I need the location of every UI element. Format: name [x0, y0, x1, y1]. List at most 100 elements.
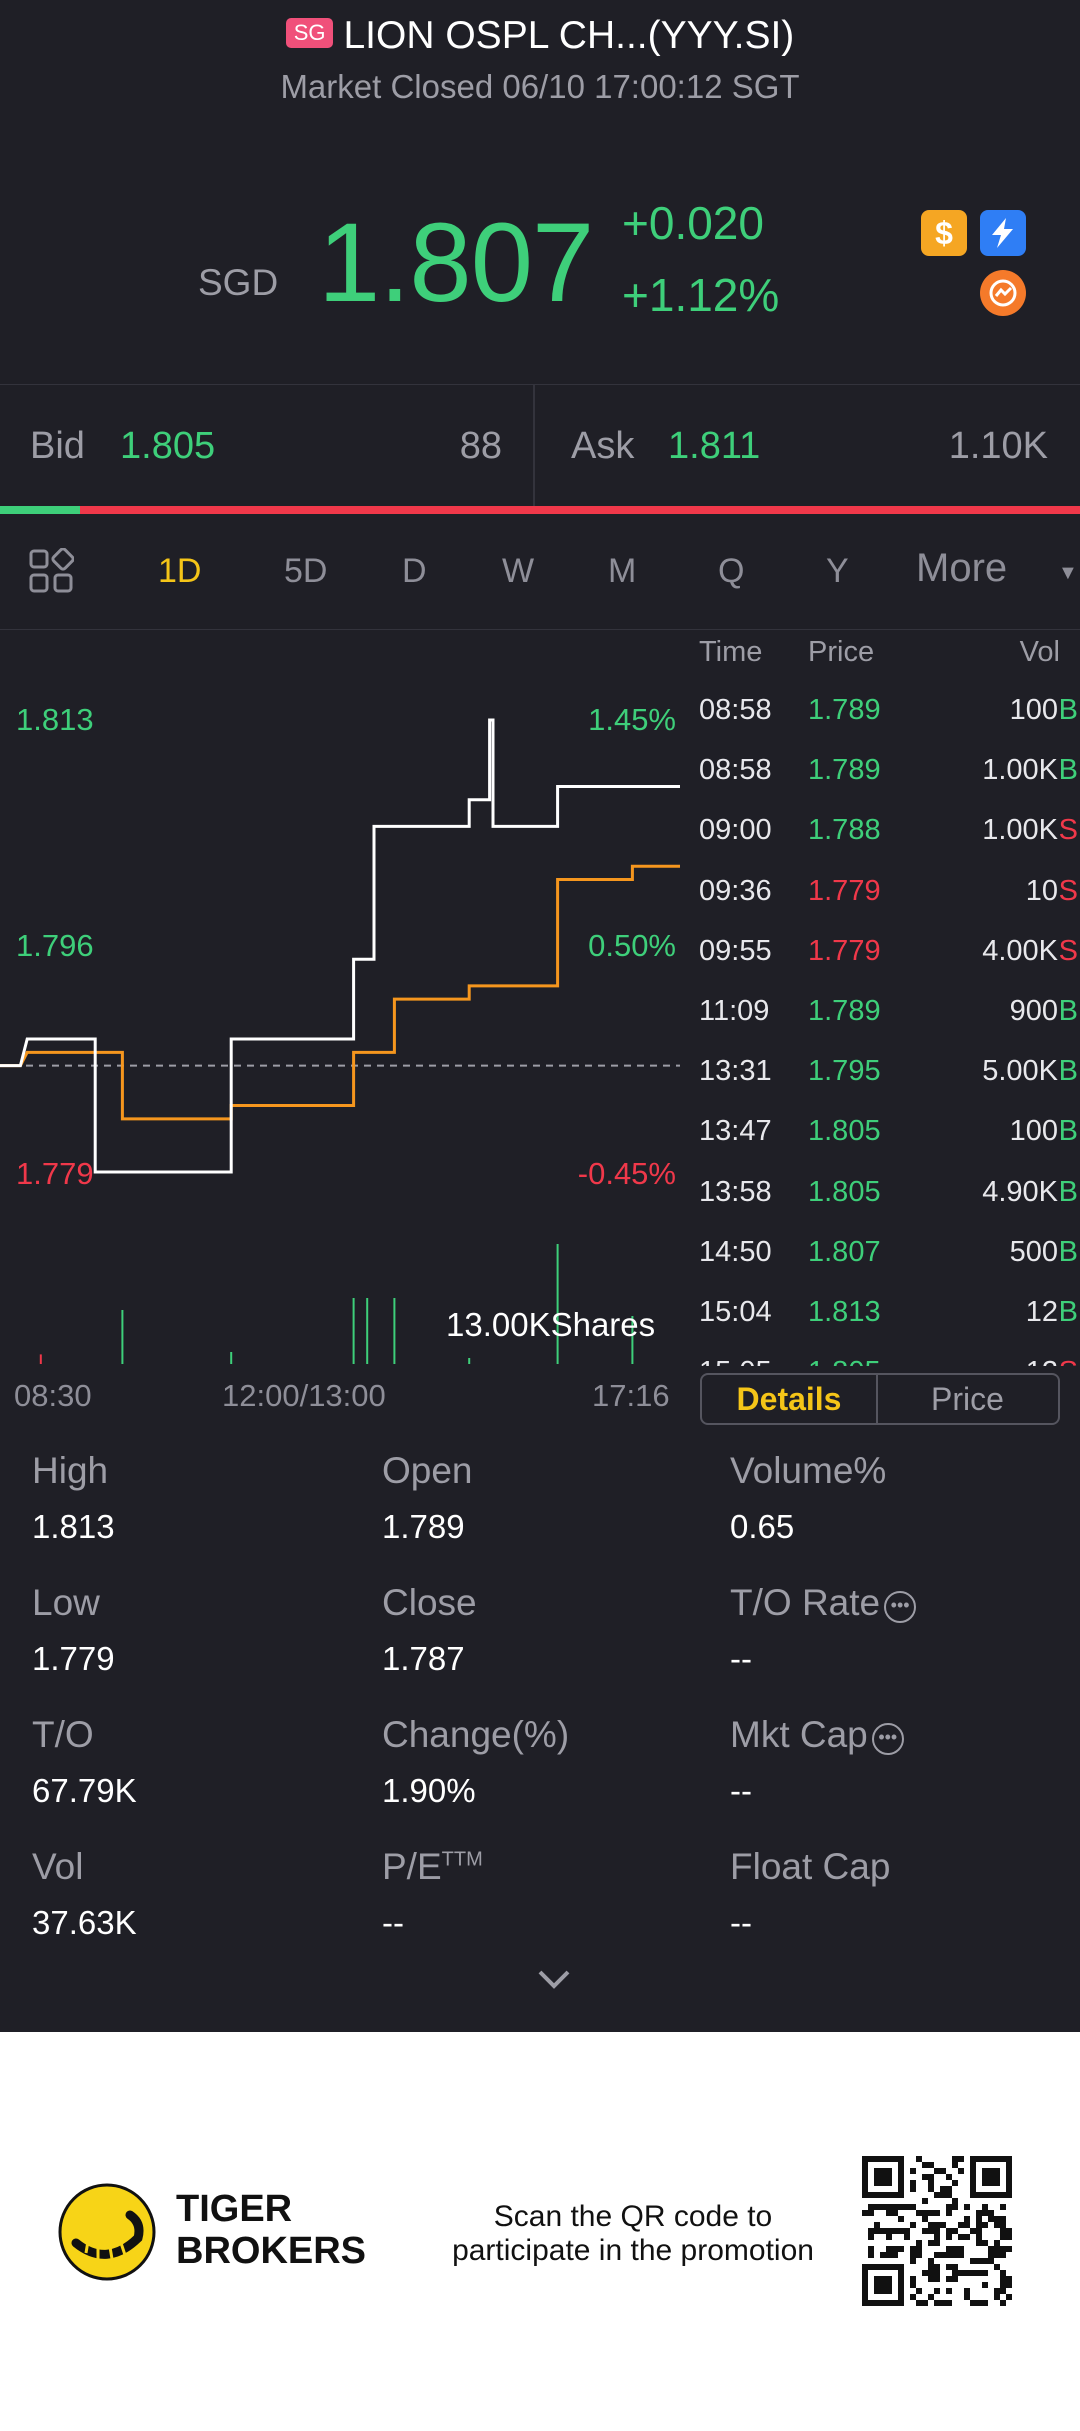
- stat-torate: --: [730, 1640, 752, 1677]
- exchange-icon[interactable]: [980, 270, 1026, 316]
- ask-size: 1.10K: [948, 425, 1048, 467]
- stat-to-label: T/O: [32, 1714, 94, 1755]
- tick-side: S: [1058, 814, 1078, 847]
- tick-side: B: [1058, 1235, 1078, 1268]
- details-tab[interactable]: Details: [700, 1373, 878, 1425]
- stat-floatcap: --: [730, 1904, 752, 1941]
- tick-row: 15:04 1.813 12 B: [690, 1292, 1080, 1352]
- y-label-mid: 1.796: [16, 928, 94, 963]
- tick-volume: 100: [1009, 694, 1058, 726]
- price-line: [0, 718, 680, 1174]
- tab-q[interactable]: Q: [718, 552, 745, 590]
- stat-pe-text: P/E: [382, 1846, 442, 1887]
- brand-name-line2: BROKERS: [176, 2230, 367, 2272]
- period-tabs: [0, 514, 1080, 630]
- tick-row: 09:00 1.788 1.00K S: [690, 810, 1080, 870]
- tick-price: 1.795: [808, 1055, 881, 1088]
- more-info-icon[interactable]: •••: [884, 1591, 917, 1623]
- tick-side: B: [1058, 1175, 1078, 1208]
- divider: [533, 384, 535, 506]
- ask-ratio-bar: [79, 506, 1080, 514]
- tab-d[interactable]: D: [402, 552, 427, 590]
- tick-row: 15:05 1.805 12S: [690, 1352, 1080, 1366]
- stat-vol-label: Vol: [32, 1846, 84, 1887]
- tick-time: 13:47: [699, 1115, 772, 1148]
- price-change-pct: +1.12%: [622, 269, 780, 321]
- currency-label: SGD: [198, 262, 279, 303]
- tab-more[interactable]: More: [916, 546, 1008, 590]
- tick-time: 08:58: [699, 694, 772, 726]
- flash-icon[interactable]: [980, 210, 1026, 256]
- brand-name-line1: TIGER: [176, 2188, 293, 2230]
- pct-label-low: -0.45%: [577, 1156, 676, 1191]
- stat-pe-label: P/ETTM: [382, 1846, 483, 1888]
- tick-side: B: [1058, 995, 1078, 1027]
- stat-volpct: 0.65: [730, 1508, 795, 1545]
- tab-m[interactable]: M: [608, 552, 637, 590]
- tick-volume: 500: [1009, 1235, 1058, 1268]
- stat-mktcap-text: Mkt Cap: [730, 1714, 868, 1755]
- stat-close-label: Close: [382, 1582, 477, 1623]
- tick-price: 1.805: [808, 1115, 881, 1148]
- tick-price: 1.807: [808, 1235, 881, 1268]
- tick-time: 13:58: [699, 1175, 772, 1208]
- stat-torate-label: T/O Rate •••: [730, 1582, 917, 1624]
- more-info-icon[interactable]: •••: [871, 1723, 904, 1755]
- stat-floatcap-label: Float Cap: [730, 1846, 891, 1887]
- tick-volume: 1.00K: [982, 754, 1058, 787]
- tick-price: 1.779: [808, 934, 881, 967]
- tick-price: 1.805: [808, 1175, 881, 1208]
- x-label-mid: 12:00/13:00: [222, 1378, 386, 1413]
- tick-price: 1.789: [808, 995, 881, 1027]
- tick-row: 08:58 1.789 1.00K B: [690, 750, 1080, 810]
- stat-pe: --: [382, 1904, 404, 1941]
- tick-time: 09:00: [699, 814, 772, 847]
- dollar-icon[interactable]: $: [921, 210, 967, 256]
- tab-5d[interactable]: 5D: [284, 552, 328, 590]
- price-tab[interactable]: Price: [877, 1373, 1060, 1425]
- tab-1d[interactable]: 1D: [158, 552, 202, 590]
- tick-row: 13:47 1.805 100 B: [690, 1111, 1080, 1171]
- tick-side: B: [1058, 1115, 1078, 1148]
- tick-price: 1.789: [808, 694, 881, 726]
- bid-ratio-bar: [0, 506, 80, 514]
- tick-price: 1.813: [808, 1296, 881, 1328]
- ask-label: Ask: [571, 425, 635, 467]
- last-price: 1.807: [318, 200, 594, 325]
- volume-label: 13.00KShares: [446, 1306, 656, 1343]
- caret-down-icon[interactable]: ▼: [1058, 562, 1078, 584]
- tab-y[interactable]: Y: [826, 552, 849, 590]
- tick-volume: 4.00K: [982, 934, 1058, 967]
- stat-pe-sup: TTM: [441, 1848, 483, 1871]
- tick-side: S: [1058, 874, 1078, 907]
- tick-price: 1.788: [808, 814, 881, 847]
- stat-torate-text: T/O Rate: [730, 1582, 881, 1623]
- tick-row: 08:58 1.789 100 B: [690, 690, 1080, 750]
- pct-label-mid: 0.50%: [588, 928, 676, 963]
- tick-row: 14:50 1.807 500 B: [690, 1232, 1080, 1292]
- tick-row: 13:58 1.805 4.90K B: [690, 1172, 1080, 1232]
- exchange-badge: SG: [285, 18, 334, 48]
- stat-high: 1.813: [32, 1508, 115, 1545]
- tick-time: 09:55: [699, 934, 772, 967]
- tick-header-price: Price: [808, 636, 875, 668]
- stat-volpct-label: Volume%: [730, 1450, 887, 1491]
- stat-open: 1.789: [382, 1508, 465, 1545]
- tab-w[interactable]: W: [502, 552, 535, 590]
- stat-open-label: Open: [382, 1450, 473, 1491]
- stat-close: 1.787: [382, 1640, 465, 1677]
- tick-time: 15:05: [699, 1356, 772, 1366]
- tick-volume: 12: [1026, 1356, 1058, 1366]
- chevron-down-icon[interactable]: [536, 1968, 572, 1992]
- tick-side: B: [1058, 1296, 1078, 1328]
- chart-layout-icon[interactable]: [28, 548, 74, 594]
- stat-high-label: High: [32, 1450, 109, 1491]
- tick-row: 11:09 1.789 900 B: [690, 991, 1080, 1051]
- tick-volume: 900: [1009, 995, 1058, 1027]
- market-status: Market Closed 06/10 17:00:12 SGT: [280, 68, 800, 105]
- tick-volume: 5.00K: [982, 1055, 1058, 1088]
- x-label-start: 08:30: [14, 1378, 92, 1413]
- tick-list[interactable]: 08:58 1.789 100 B 08:58 1.789 1.00K B 09:00 1.788…: [690, 690, 1080, 1366]
- tick-row: 13:31 1.795 5.00K B: [690, 1051, 1080, 1111]
- intraday-chart[interactable]: [0, 632, 690, 1372]
